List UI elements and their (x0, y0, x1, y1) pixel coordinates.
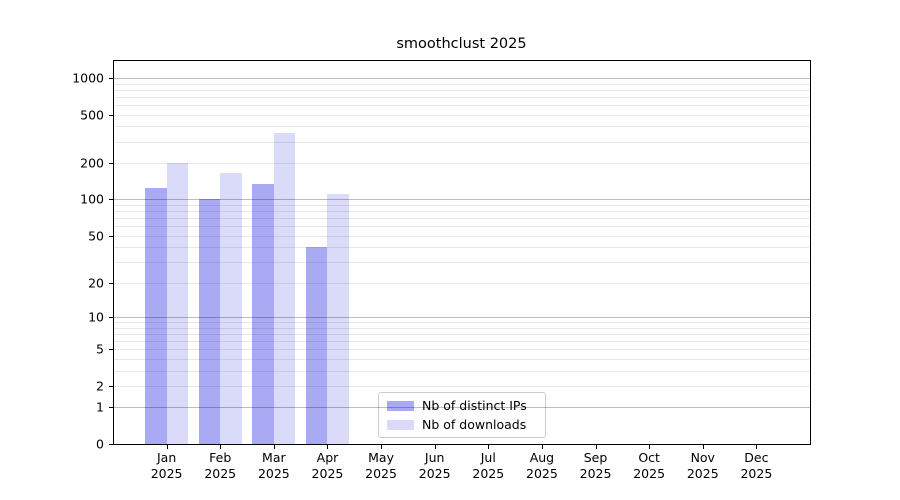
x-tick-mark (327, 445, 329, 449)
x-tick-label: Jul 2025 (472, 450, 505, 481)
gridline-minor (113, 322, 810, 323)
y-tick-mark (109, 349, 113, 351)
gridline-minor (113, 385, 810, 387)
x-tick-mark (488, 445, 490, 449)
x-tick-label: Dec 2025 (740, 450, 773, 481)
x-tick-mark (595, 445, 597, 449)
bar-downloads-mar (273, 133, 296, 444)
x-tick-label: Jun 2025 (418, 450, 451, 481)
x-tick-mark (702, 445, 704, 449)
y-tick-mark (109, 114, 113, 116)
gridline-minor (113, 89, 810, 91)
legend: Nb of distinct IPs Nb of downloads (378, 392, 546, 438)
y-tick-label: 1000 (72, 70, 104, 86)
x-tick-label: May 2025 (365, 450, 397, 481)
gridline-minor (113, 83, 810, 85)
gridline-minor (113, 104, 810, 106)
x-tick-mark (220, 445, 222, 449)
x-tick-label: Sep 2025 (579, 450, 612, 481)
x-tick-label: Aug 2025 (526, 450, 558, 481)
y-tick-label: 0 (96, 436, 104, 452)
gridline-major (113, 199, 810, 201)
bar-downloads-apr (327, 193, 349, 444)
y-tick-mark (109, 444, 113, 445)
gridline-major (113, 316, 810, 318)
x-tick-label: Mar 2025 (257, 450, 290, 481)
distinct-ips-swatch-icon (387, 400, 414, 411)
y-tick-mark (109, 163, 113, 164)
y-tick-mark (109, 407, 113, 409)
gridline-minor (113, 163, 810, 164)
downloads-swatch-icon (387, 419, 414, 430)
x-tick-mark (166, 445, 168, 449)
x-tick-mark (381, 445, 383, 449)
x-tick-mark (649, 445, 651, 449)
gridline-minor (113, 218, 810, 220)
gridline-minor (113, 226, 810, 228)
bar-distinct-ips-jan (145, 187, 167, 444)
x-tick-label: Feb 2025 (204, 450, 237, 481)
gridline-minor (113, 126, 810, 128)
gridline-major (113, 77, 810, 79)
y-tick-mark (109, 77, 113, 79)
bar-distinct-ips-apr (305, 247, 328, 444)
y-tick-label: 20 (88, 275, 104, 291)
y-tick-mark (109, 282, 113, 284)
gridline-major (113, 407, 810, 409)
gridline-minor (113, 340, 810, 342)
x-tick-label: Oct 2025 (633, 450, 666, 481)
gridline-minor (113, 370, 810, 372)
gridline-minor (113, 235, 810, 237)
gridline-minor (113, 333, 810, 335)
bar-downloads-feb (220, 173, 242, 444)
x-tick-mark (756, 445, 758, 449)
x-tick-label: Apr 2025 (311, 450, 344, 481)
bar-downloads-jan (166, 163, 189, 444)
y-tick-label: 200 (80, 155, 104, 171)
y-tick-label: 1 (96, 399, 104, 415)
gridline-minor (113, 96, 810, 98)
gridline-minor (113, 247, 810, 249)
y-tick-label: 10 (88, 309, 104, 325)
gridline-minor (113, 282, 810, 284)
x-tick-label: Jan 2025 (150, 450, 183, 481)
y-tick-mark (109, 316, 113, 318)
gridline-minor (113, 211, 810, 213)
y-tick-label: 500 (80, 107, 104, 123)
gridline-minor (113, 358, 810, 360)
gridline-minor (113, 141, 810, 143)
gridline-minor (113, 114, 810, 116)
y-tick-mark (109, 199, 113, 201)
x-tick-mark (541, 445, 543, 449)
gridline-minor (113, 204, 810, 206)
bar-distinct-ips-feb (198, 199, 221, 444)
y-tick-label: 5 (96, 341, 104, 357)
gridline-minor (113, 262, 810, 264)
legend-label-downloads: Nb of downloads (422, 417, 527, 432)
y-tick-mark (109, 235, 113, 237)
bar-distinct-ips-mar (252, 184, 274, 444)
chart-title: smoothclust 2025 (396, 36, 527, 52)
x-tick-mark (434, 445, 436, 449)
y-tick-mark (109, 385, 113, 387)
legend-label-distinct-ips: Nb of distinct IPs (422, 398, 527, 413)
x-tick-label: Nov 2025 (686, 450, 719, 481)
y-tick-label: 100 (80, 191, 104, 207)
gridline-minor (113, 349, 810, 351)
legend-row-downloads: Nb of downloads (387, 417, 535, 432)
y-tick-label: 50 (88, 228, 104, 244)
gridline-minor (113, 327, 810, 329)
x-tick-mark (273, 445, 275, 449)
legend-row-distinct-ips: Nb of distinct IPs (387, 398, 535, 413)
y-tick-label: 2 (96, 378, 104, 394)
